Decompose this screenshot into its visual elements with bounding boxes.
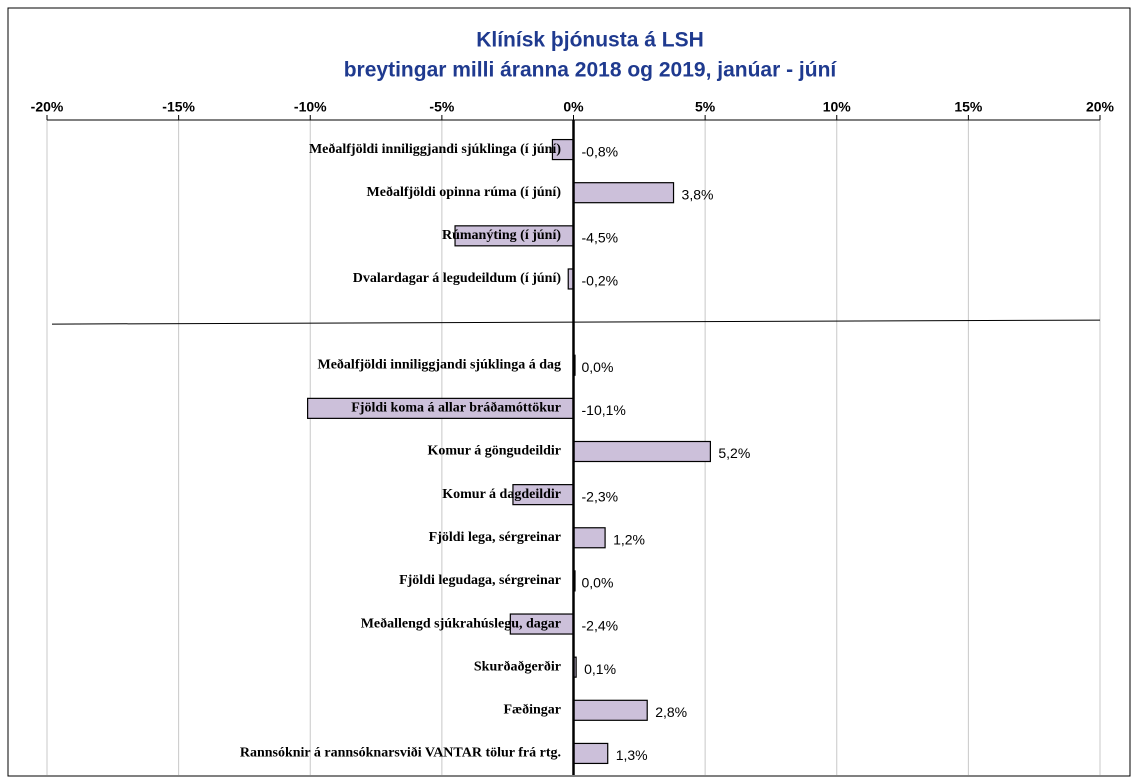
value-label: -10,1%	[582, 402, 626, 418]
chart-title: Klínísk þjónusta á LSH	[476, 29, 704, 52]
category-label: Fjöldi legudaga, sérgreinar	[399, 573, 561, 588]
x-tick-label: 5%	[695, 99, 716, 115]
category-label: Fjöldi koma á allar bráðamóttökur	[351, 400, 561, 416]
x-tick-label: -20%	[31, 99, 64, 115]
value-label: 0,1%	[584, 661, 616, 677]
x-tick-label: 10%	[823, 99, 852, 115]
category-label: Rannsóknir á rannsóknarsviði VANTAR tölu…	[240, 745, 561, 761]
category-label: Meðalfjöldi inniliggjandi sjúklinga (í j…	[309, 141, 561, 157]
category-label: Rúmanýting (í júní)	[442, 228, 561, 243]
x-tick-label: 20%	[1086, 99, 1115, 115]
bar	[572, 440, 711, 463]
category-label: Skurðaðgerðir	[474, 658, 561, 674]
category-label: Meðallengd sjúkrahúslegu, dagar	[361, 615, 561, 631]
x-tick-label: -15%	[162, 99, 195, 115]
x-tick-label: 15%	[954, 99, 983, 115]
category-label: Komur á göngudeildir	[427, 444, 561, 459]
category-label: Fjöldi lega, sérgreinar	[429, 530, 561, 545]
value-label: -0,8%	[582, 143, 619, 159]
x-tick-label: -5%	[429, 99, 454, 115]
category-label: Komur á dagdeildir	[442, 487, 561, 502]
bar	[572, 742, 609, 765]
value-label: -2,4%	[582, 618, 619, 634]
bar	[572, 699, 648, 721]
value-label: 1,2%	[613, 531, 645, 547]
value-label: 0,0%	[582, 575, 614, 591]
value-label: 0,0%	[582, 359, 614, 375]
chart-title: breytingar milli áranna 2018 og 2019, ja…	[344, 59, 838, 82]
value-label: -2,3%	[582, 488, 619, 504]
category-label: Meðalfjöldi opinna rúma (í júní)	[367, 184, 562, 200]
value-label: -4,5%	[582, 230, 619, 246]
value-label: 3,8%	[682, 186, 714, 202]
value-label: 5,2%	[718, 445, 750, 461]
x-tick-label: -10%	[294, 99, 327, 115]
category-label: Meðalfjöldi inniliggjandi sjúklinga á da…	[318, 356, 562, 372]
value-label: -0,2%	[582, 273, 619, 289]
category-label: Fæðingar	[503, 702, 561, 718]
value-label: 1,3%	[616, 747, 648, 763]
value-label: 2,8%	[655, 704, 687, 720]
bar	[572, 182, 675, 204]
group-separator	[51, 319, 1101, 325]
x-tick-label: 0%	[563, 99, 584, 115]
bar	[572, 527, 606, 549]
chart-border	[7, 7, 1131, 777]
category-label: Dvalardagar á legudeildum (í júní)	[353, 271, 562, 286]
